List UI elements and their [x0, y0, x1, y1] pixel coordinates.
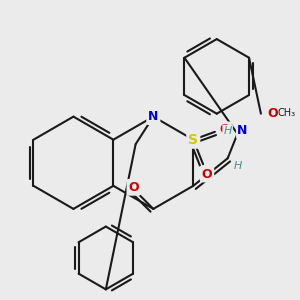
Text: O: O	[267, 107, 278, 120]
Text: N: N	[148, 110, 158, 123]
Text: CH₃: CH₃	[278, 108, 296, 118]
Text: O: O	[128, 181, 139, 194]
Text: S: S	[188, 133, 198, 147]
Text: N: N	[237, 124, 248, 137]
Text: H: H	[233, 161, 242, 171]
Text: O: O	[219, 123, 230, 136]
Text: O: O	[202, 167, 212, 181]
Text: H: H	[224, 126, 232, 136]
